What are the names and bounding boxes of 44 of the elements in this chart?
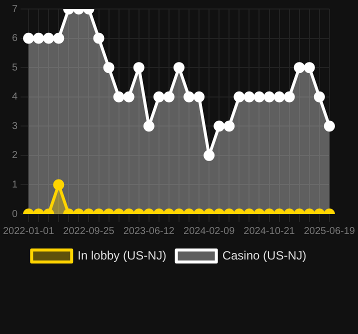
point bbox=[214, 120, 225, 132]
point bbox=[274, 91, 285, 102]
y-tick-label: 0 bbox=[12, 208, 18, 220]
point bbox=[194, 91, 205, 102]
point bbox=[264, 91, 275, 102]
point bbox=[304, 62, 315, 74]
point bbox=[314, 91, 325, 102]
x-tick-label: 2022-01-01 bbox=[3, 226, 55, 237]
point bbox=[254, 91, 265, 102]
point bbox=[244, 91, 255, 102]
y-tick-label: 6 bbox=[12, 33, 18, 44]
point bbox=[204, 150, 215, 161]
point bbox=[174, 62, 184, 74]
x-tick-label: 2024-02-09 bbox=[184, 226, 236, 237]
point bbox=[184, 91, 195, 102]
y-tick-label: 2 bbox=[12, 150, 18, 162]
point bbox=[53, 32, 64, 44]
point bbox=[23, 32, 34, 44]
point bbox=[163, 91, 174, 102]
point bbox=[133, 62, 144, 74]
point bbox=[33, 32, 44, 44]
y-tick-label: 5 bbox=[12, 62, 18, 74]
x-tick-label: 2025-06-19 bbox=[304, 226, 356, 237]
point bbox=[113, 91, 124, 102]
point bbox=[294, 62, 305, 74]
x-tick-label: 2022-09-25 bbox=[63, 226, 115, 237]
point bbox=[103, 62, 114, 74]
y-tick-label: 7 bbox=[12, 4, 18, 15]
point bbox=[284, 91, 295, 102]
legend-label: In lobby (US-NJ) bbox=[78, 248, 166, 262]
point bbox=[234, 91, 245, 102]
point bbox=[43, 32, 54, 44]
point bbox=[123, 91, 134, 102]
point bbox=[153, 91, 164, 102]
x-tick-label: 2024-10-21 bbox=[244, 226, 296, 237]
point bbox=[143, 120, 154, 132]
legend-label: Casino (US-NJ) bbox=[222, 248, 306, 262]
point bbox=[93, 32, 104, 44]
y-tick-label: 4 bbox=[12, 92, 18, 103]
point bbox=[224, 120, 235, 132]
y-tick-label: 1 bbox=[12, 179, 18, 190]
x-tick-label: 2023-06-12 bbox=[123, 226, 175, 237]
y-tick-label: 3 bbox=[12, 120, 18, 132]
point bbox=[324, 120, 335, 132]
